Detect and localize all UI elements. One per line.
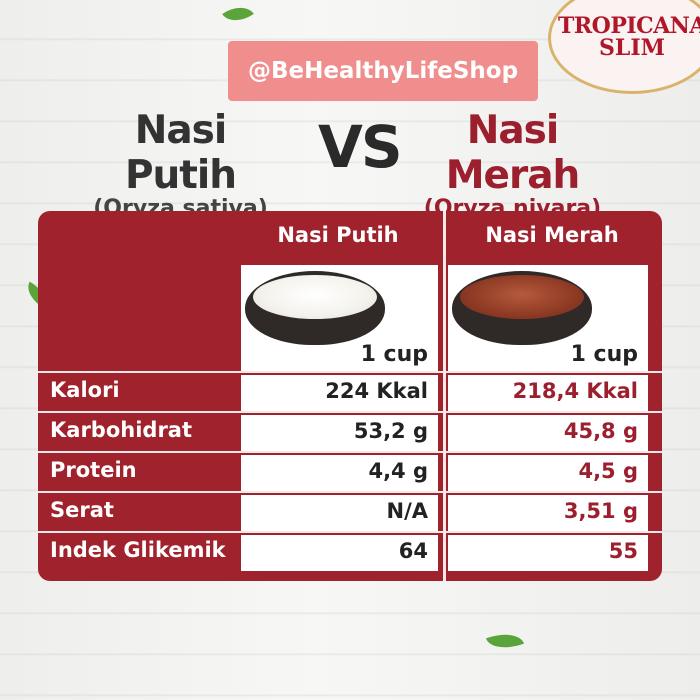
red-rice-value: 3,51 g [448,495,648,531]
nutrition-comparison-table: Nasi Putih Nasi Merah 1 cup 1 cup Kalori… [38,211,662,581]
white-rice-value: 4,4 g [241,455,438,491]
red-rice-image-cell: 1 cup [448,265,648,371]
leaf-decoration [485,626,525,656]
table-row: Karbohidrat 53,2 g 45,8 g [38,413,662,451]
logo-text-bottom: SLIM [599,35,665,61]
table-row: Kalori 224 Kkal 218,4 Kkal [38,373,662,411]
row-divider [38,491,662,493]
serving-size-white: 1 cup [360,342,428,367]
red-rice-value: 45,8 g [448,415,648,451]
title-white-rice-main: Nasi Putih [124,108,237,198]
row-label: Karbohidrat [50,418,193,442]
logo-text-top: TROPICANA [558,13,700,39]
row-divider [38,451,662,453]
red-rice-value: 4,5 g [448,455,648,491]
leaf-decoration [222,0,254,29]
title-red-rice: Nasi Merah (Oryza nivara) [400,108,625,221]
white-rice-value: N/A [241,495,438,531]
white-rice-value: 224 Kkal [241,375,438,411]
column-header-red-rice: Nasi Merah [485,223,619,247]
red-rice-value: 55 [448,535,648,571]
table-row: Serat N/A 3,51 g [38,493,662,531]
vs-label: VS [318,113,403,181]
red-rice-value: 218,4 Kkal [448,375,648,411]
row-label: Indek Glikemik [50,538,226,562]
column-divider [443,211,446,581]
row-label: Kalori [50,378,120,402]
column-header-white-rice: Nasi Putih [277,223,399,247]
red-rice-bowl-image [452,271,592,345]
row-label: Protein [50,458,137,482]
row-label: Serat [50,498,114,522]
shop-handle-badge: @BeHealthyLifeShop [228,41,538,101]
row-divider [38,371,662,373]
white-rice-bowl-image [245,271,385,345]
white-rice-value: 64 [241,535,438,571]
serving-size-red: 1 cup [570,342,638,367]
white-rice-value: 53,2 g [241,415,438,451]
white-rice-image-cell: 1 cup [241,265,438,371]
title-red-rice-main: Nasi Merah [445,108,581,198]
row-divider [38,531,662,533]
table-row: Protein 4,4 g 4,5 g [38,453,662,491]
row-divider [38,411,662,413]
table-row: Indek Glikemik 64 55 [38,533,662,571]
title-white-rice: Nasi Putih (Oryza sativa) [78,108,283,221]
brand-logo: TROPICANA SLIM [548,0,700,94]
